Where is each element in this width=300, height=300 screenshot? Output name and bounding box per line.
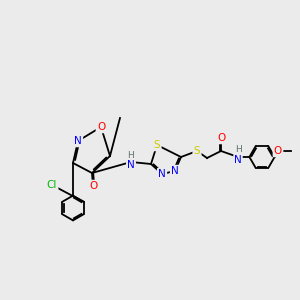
Text: H: H: [128, 152, 134, 160]
Text: S: S: [154, 140, 160, 150]
Text: O: O: [97, 122, 105, 132]
Text: N: N: [74, 136, 82, 146]
Text: N: N: [127, 160, 135, 170]
Text: Cl: Cl: [47, 180, 57, 190]
Text: H: H: [127, 157, 135, 167]
Text: O: O: [217, 133, 225, 143]
Text: N: N: [158, 169, 166, 179]
Text: N: N: [234, 155, 242, 165]
Text: S: S: [194, 146, 200, 156]
Text: O: O: [89, 181, 97, 191]
Text: O: O: [274, 146, 282, 156]
Text: N: N: [171, 166, 179, 176]
Text: H: H: [235, 146, 242, 154]
